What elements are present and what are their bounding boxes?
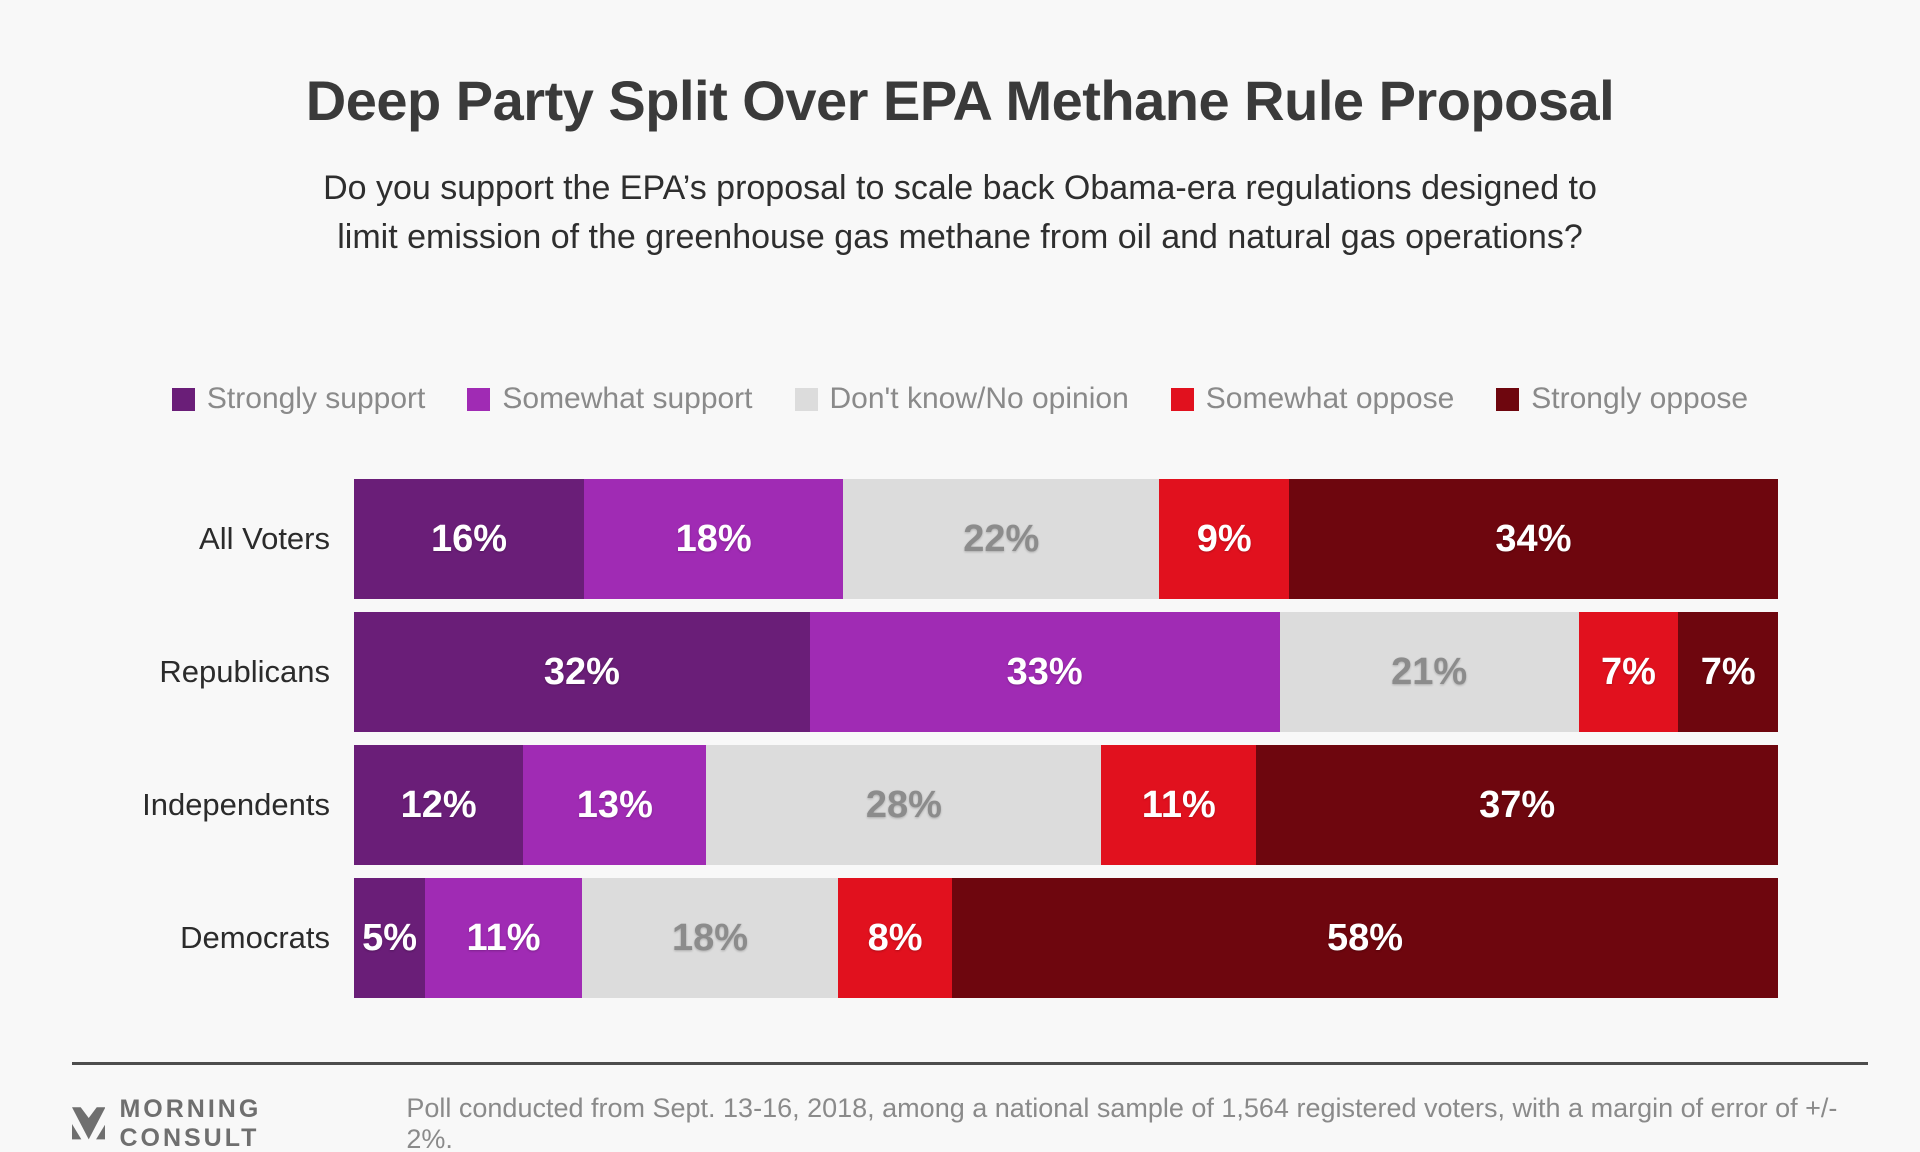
bar-segment-value: 11% bbox=[1141, 783, 1216, 826]
bar-segment-value: 7% bbox=[1601, 650, 1656, 693]
legend-swatch-icon bbox=[1496, 387, 1520, 411]
bar-segment: 22% bbox=[843, 479, 1160, 600]
bar-segment-value: 28% bbox=[865, 783, 942, 826]
footer-divider bbox=[72, 1062, 1868, 1066]
bar-segment-value: 16% bbox=[431, 517, 508, 560]
bar-segment: 33% bbox=[809, 612, 1280, 733]
bar-segment: 13% bbox=[523, 745, 707, 866]
bar-segment-value: 58% bbox=[1327, 916, 1404, 959]
bar-segment: 7% bbox=[1678, 612, 1779, 733]
legend: Strongly support Somewhat support Don't kn… bbox=[0, 382, 1920, 416]
bar-segment: 11% bbox=[1101, 745, 1257, 866]
footer: MORNING CONSULT Poll conducted from Sept… bbox=[72, 1093, 1868, 1152]
legend-swatch-icon bbox=[171, 387, 195, 411]
subtitle-line-1: Do you support the EPA’s proposal to sca… bbox=[323, 168, 1597, 207]
subtitle-line-2: limit emission of the greenhouse gas met… bbox=[337, 217, 1583, 256]
row-label: Republicans bbox=[159, 654, 330, 690]
legend-label: Somewhat oppose bbox=[1205, 382, 1455, 416]
chart-row: Democrats 5% 11% 18% 8% 58% bbox=[0, 878, 1778, 999]
bar-segment-value: 8% bbox=[867, 916, 923, 959]
bar-segment-value: 21% bbox=[1391, 650, 1468, 693]
bar-segment-value: 33% bbox=[1006, 650, 1083, 693]
bar-segment: 11% bbox=[425, 878, 582, 999]
legend-label: Strongly oppose bbox=[1531, 382, 1749, 416]
chart-row: Republicans 32% 33% 21% 7% 7% bbox=[0, 612, 1779, 733]
chart-row: Independents 12% 13% 28% 11% 37% bbox=[0, 745, 1778, 866]
brand: MORNING CONSULT bbox=[72, 1095, 406, 1152]
chart-rows: All Voters 16% 18% 22% 9% 34% Republicans 32% 33… bbox=[0, 479, 1779, 999]
row-label: All Voters bbox=[199, 521, 330, 557]
bar-segment-value: 34% bbox=[1495, 517, 1572, 560]
bar-segment: 21% bbox=[1279, 612, 1579, 733]
page-title: Deep Party Split Over EPA Methane Rule P… bbox=[305, 69, 1615, 132]
bar-segment: 7% bbox=[1578, 612, 1679, 733]
bar-segment: 9% bbox=[1159, 479, 1289, 600]
legend-item: Somewhat oppose bbox=[1170, 382, 1455, 416]
legend-item: Don't know/No opinion bbox=[794, 382, 1129, 416]
legend-swatch-icon bbox=[467, 387, 491, 411]
poll-footnote: Poll conducted from Sept. 13-16, 2018, a… bbox=[406, 1093, 1838, 1152]
stacked-bar: 16% 18% 22% 9% 34% bbox=[354, 479, 1778, 600]
bar-segment: 28% bbox=[706, 745, 1102, 866]
chart-subtitle: Do you support the EPA’s proposal to sca… bbox=[0, 164, 1920, 263]
bar-segment-value: 18% bbox=[671, 916, 749, 959]
legend-swatch-icon bbox=[794, 387, 818, 411]
bar-segment-value: 18% bbox=[675, 517, 752, 560]
brand-name: MORNING CONSULT bbox=[119, 1095, 262, 1152]
legend-item: Strongly oppose bbox=[1496, 382, 1748, 416]
bar-segment: 32% bbox=[354, 612, 810, 733]
bar-segment-value: 12% bbox=[400, 783, 477, 826]
stacked-bar: 12% 13% 28% 11% 37% bbox=[354, 745, 1778, 866]
bar-segment: 37% bbox=[1256, 745, 1778, 866]
stacked-bar: 32% 33% 21% 7% 7% bbox=[354, 612, 1779, 733]
legend-label: Strongly support bbox=[206, 382, 426, 416]
bar-segment: 18% bbox=[581, 878, 839, 999]
bar-segment: 8% bbox=[838, 878, 953, 999]
legend-label: Somewhat support bbox=[502, 382, 753, 416]
bar-segment-value: 13% bbox=[576, 783, 653, 826]
bar-segment: 18% bbox=[584, 479, 844, 600]
bar-segment-value: 5% bbox=[362, 916, 418, 959]
bar-segment: 58% bbox=[952, 878, 1778, 999]
chart-row: All Voters 16% 18% 22% 9% 34% bbox=[0, 479, 1778, 600]
row-label: Democrats bbox=[180, 920, 330, 956]
bar-segment: 5% bbox=[354, 878, 426, 999]
stacked-bar: 5% 11% 18% 8% 58% bbox=[354, 878, 1778, 999]
legend-label: Don't know/No opinion bbox=[829, 382, 1129, 416]
morning-consult-logo-icon bbox=[72, 1107, 106, 1140]
row-label: Independents bbox=[142, 787, 330, 823]
legend-swatch-icon bbox=[1170, 387, 1194, 411]
bar-segment-value: 9% bbox=[1196, 517, 1252, 560]
bar-segment: 16% bbox=[354, 479, 585, 600]
bar-segment-value: 37% bbox=[1479, 783, 1556, 826]
bar-segment: 12% bbox=[354, 745, 524, 866]
bar-segment-value: 7% bbox=[1700, 650, 1756, 693]
legend-item: Somewhat support bbox=[467, 382, 753, 416]
bar-segment-value: 11% bbox=[466, 916, 541, 959]
bar-segment: 34% bbox=[1288, 479, 1778, 600]
bar-segment-value: 32% bbox=[543, 650, 620, 693]
legend-item: Strongly support bbox=[171, 382, 426, 416]
bar-segment-value: 22% bbox=[963, 517, 1040, 560]
